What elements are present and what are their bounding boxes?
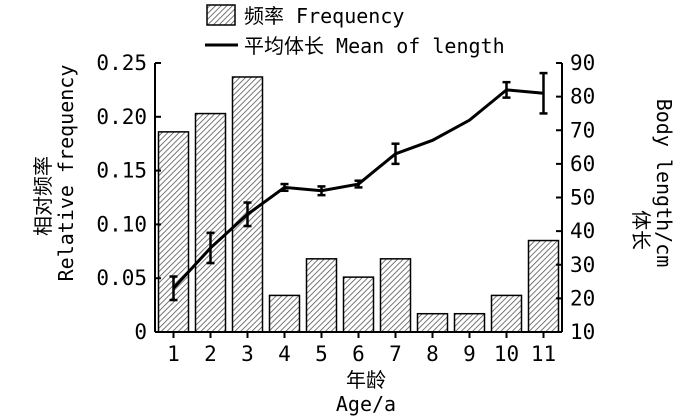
bar-7 (379, 258, 412, 333)
y-left-tick-label: 0.15 (96, 159, 147, 183)
legend: 频率 Frequency 平均体长 Mean of length (205, 4, 505, 58)
x-tick-label: 3 (241, 342, 254, 366)
y-axis-left-title-cn: 相对频率 (31, 156, 55, 236)
x-tick-label: 7 (389, 342, 402, 366)
y-left-tick-label: 0.05 (96, 266, 147, 290)
legend-bar-label: 频率 Frequency (244, 4, 404, 28)
x-tick-label: 2 (204, 342, 217, 366)
y-axis-right-title-en: Body length/cm (652, 99, 676, 268)
x-tick-label: 6 (352, 342, 365, 366)
x-tick-label: 4 (278, 342, 291, 366)
x-axis-title-cn: 年龄 (346, 368, 386, 392)
x-tick-label: 1 (167, 342, 180, 366)
y-right-tick-label: 10 (570, 320, 595, 344)
bar-11 (527, 239, 560, 333)
bar-4 (268, 294, 301, 333)
legend-line-label: 平均体长 Mean of length (244, 34, 505, 58)
x-axis-title-en: Age/a (336, 392, 396, 416)
x-tick-label: 8 (426, 342, 439, 366)
y-left-tick-label: 0.10 (96, 212, 147, 236)
bar-8 (416, 312, 449, 333)
bar-10 (490, 294, 523, 333)
x-tick-label: 5 (315, 342, 328, 366)
y-right-tick-label: 50 (570, 186, 595, 210)
bar-1 (157, 131, 190, 333)
y-right-tick-label: 90 (570, 51, 595, 75)
plot-area: 0 0.05 0.10 0.15 0.20 0.25 10 20 30 40 50 60 70 80 90 1… (96, 51, 595, 366)
y-right-tick-label: 30 (570, 253, 595, 277)
legend-bar-swatch (206, 4, 236, 26)
bar-6 (342, 276, 375, 333)
y-axis-right-title-cn: 体长 (629, 210, 653, 250)
y-left-tick-label: 0.25 (96, 51, 147, 75)
y-left-tick-label: 0.20 (96, 105, 147, 129)
mean-length-line (172, 88, 544, 290)
x-tick-label: 10 (494, 342, 519, 366)
bar-9 (453, 312, 486, 333)
x-tick-label: 9 (463, 342, 476, 366)
y-right-tick-label: 60 (570, 152, 595, 176)
x-tick-label: 11 (531, 342, 556, 366)
y-right-tick-label: 80 (570, 85, 595, 109)
y-right-tick-label: 40 (570, 219, 595, 243)
y-right-tick-label: 70 (570, 118, 595, 142)
y-axis-left-title-en: Relative frequency (54, 65, 78, 282)
y-right-tick-label: 20 (570, 286, 595, 310)
y-left-tick-label: 0 (134, 320, 147, 344)
bar-5 (305, 258, 338, 333)
bar-2 (194, 112, 227, 333)
